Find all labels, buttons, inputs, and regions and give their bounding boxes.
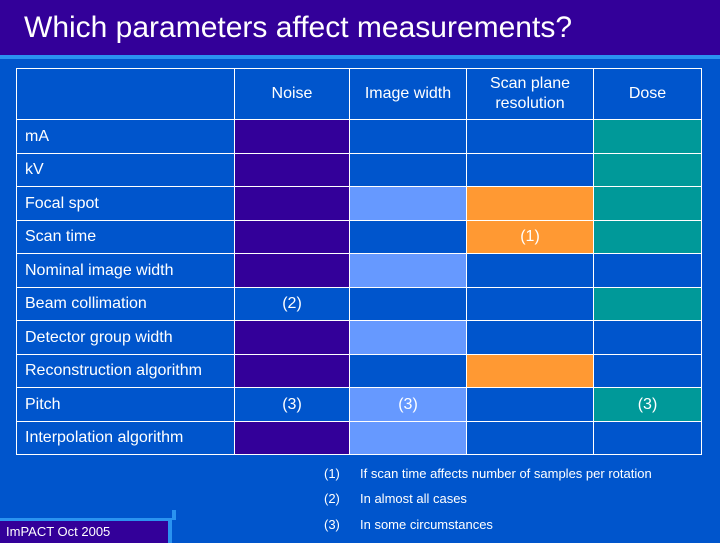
table-cell [349, 354, 467, 388]
footnote-text: In some circumstances [360, 517, 493, 532]
table-cell [234, 153, 350, 187]
title-underline [0, 55, 720, 59]
table-cell [234, 119, 350, 154]
column-header: Image width [349, 68, 467, 120]
row-label: Nominal image width [16, 253, 235, 288]
column-header: Dose [593, 68, 702, 120]
row-label: kV [16, 153, 235, 187]
table-cell [234, 220, 350, 254]
footnote-text: In almost all cases [360, 491, 467, 506]
parameter-table: Noise Image width Scan plane resolution Dos… [16, 68, 702, 455]
table-cell [466, 253, 594, 288]
row-label: Detector group width [16, 320, 235, 355]
row-label: Reconstruction algorithm [16, 354, 235, 388]
table-cell [593, 153, 702, 187]
table-row: Pitch (3) (3) (3) [16, 387, 702, 422]
table-cell [349, 421, 467, 455]
table-cell [593, 287, 702, 321]
table-cell [349, 320, 467, 355]
table-cell: (3) [234, 387, 350, 422]
table-cell [466, 186, 594, 221]
table-cell [593, 253, 702, 288]
table-cell [349, 119, 467, 154]
footnote-number: (2) [324, 491, 340, 506]
table-cell [466, 354, 594, 388]
table-cell [593, 354, 702, 388]
table-cell [466, 320, 594, 355]
row-label: Pitch [16, 387, 235, 422]
table-cell [234, 253, 350, 288]
row-label: Beam collimation [16, 287, 235, 321]
footnote-number: (3) [324, 517, 340, 532]
slide-title: Which parameters affect measurements? [24, 11, 573, 44]
table-cell: (3) [593, 387, 702, 422]
table-cell [349, 220, 467, 254]
table-cell [593, 320, 702, 355]
table-cell [466, 421, 594, 455]
table-cell: (1) [466, 220, 594, 254]
header-corner [16, 68, 235, 120]
table-cell [234, 186, 350, 221]
table-row: kV [16, 153, 702, 187]
column-header: Noise [234, 68, 350, 120]
footer-box: ImPACT Oct 2005 [0, 518, 172, 543]
table-cell [466, 119, 594, 154]
table-cell [349, 153, 467, 187]
table-row: Beam collimation (2) [16, 287, 702, 321]
footnote-number: (1) [324, 466, 340, 481]
table-row: Detector group width [16, 320, 702, 355]
table-cell: (3) [349, 387, 467, 422]
footnote-text: If scan time affects number of samples p… [360, 466, 652, 481]
table-row: mA [16, 119, 702, 154]
table-cell [593, 186, 702, 221]
table-cell [466, 153, 594, 187]
table-cell [593, 119, 702, 154]
row-label: Scan time [16, 220, 235, 254]
footer-accent [172, 510, 176, 520]
table-cell [466, 387, 594, 422]
table-row: Nominal image width [16, 253, 702, 288]
table-row: Reconstruction algorithm [16, 354, 702, 388]
table-row: Interpolation algorithm [16, 421, 702, 455]
table-cell [234, 320, 350, 355]
table-cell: (2) [234, 287, 350, 321]
table-cell [234, 354, 350, 388]
table-cell [466, 287, 594, 321]
table-cell [234, 421, 350, 455]
table-cell [349, 287, 467, 321]
header-row: Noise Image width Scan plane resolution Dos… [16, 68, 702, 120]
row-label: Focal spot [16, 186, 235, 221]
footer-text: ImPACT Oct 2005 [6, 524, 111, 539]
table-cell [349, 253, 467, 288]
table-cell [593, 220, 702, 254]
title-bar [0, 0, 720, 55]
table-cell [593, 421, 702, 455]
table-cell [349, 186, 467, 221]
row-label: Interpolation algorithm [16, 421, 235, 455]
column-header: Scan plane resolution [466, 68, 594, 120]
row-label: mA [16, 119, 235, 154]
table-row: Focal spot [16, 186, 702, 221]
table-row: Scan time (1) [16, 220, 702, 254]
